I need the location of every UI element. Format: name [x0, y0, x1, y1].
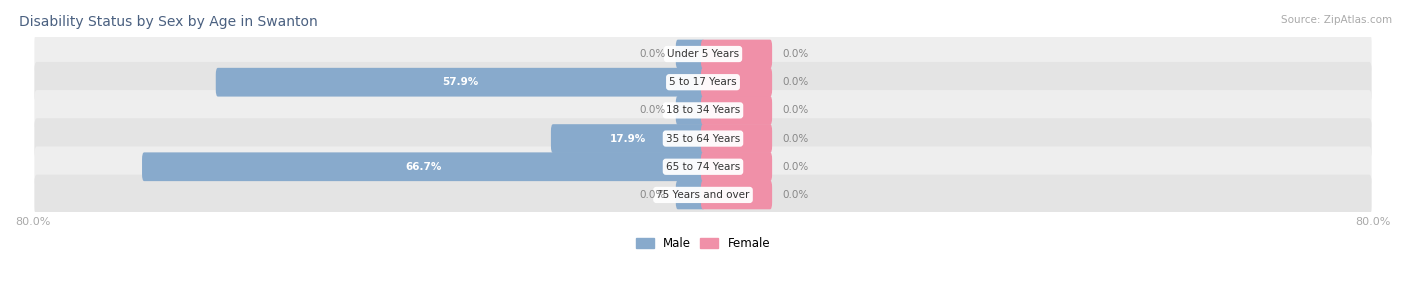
FancyBboxPatch shape — [34, 90, 1372, 131]
Text: 0.0%: 0.0% — [640, 190, 665, 200]
Text: 0.0%: 0.0% — [783, 106, 808, 115]
Text: 0.0%: 0.0% — [783, 77, 808, 87]
FancyBboxPatch shape — [34, 62, 1372, 102]
Text: 5 to 17 Years: 5 to 17 Years — [669, 77, 737, 87]
FancyBboxPatch shape — [34, 146, 1372, 187]
FancyBboxPatch shape — [702, 96, 772, 125]
FancyBboxPatch shape — [676, 40, 704, 68]
Text: 65 to 74 Years: 65 to 74 Years — [666, 162, 740, 172]
FancyBboxPatch shape — [702, 152, 772, 181]
FancyBboxPatch shape — [34, 175, 1372, 215]
FancyBboxPatch shape — [34, 118, 1372, 159]
FancyBboxPatch shape — [702, 40, 772, 68]
Text: 0.0%: 0.0% — [783, 49, 808, 59]
FancyBboxPatch shape — [702, 68, 772, 97]
Text: 0.0%: 0.0% — [783, 190, 808, 200]
Text: 0.0%: 0.0% — [640, 106, 665, 115]
FancyBboxPatch shape — [702, 124, 772, 153]
FancyBboxPatch shape — [142, 152, 704, 181]
Text: Under 5 Years: Under 5 Years — [666, 49, 740, 59]
Text: Disability Status by Sex by Age in Swanton: Disability Status by Sex by Age in Swant… — [20, 15, 318, 29]
Text: 66.7%: 66.7% — [405, 162, 441, 172]
Text: 0.0%: 0.0% — [783, 162, 808, 172]
Text: 0.0%: 0.0% — [640, 49, 665, 59]
Text: 57.9%: 57.9% — [443, 77, 478, 87]
Text: 75 Years and over: 75 Years and over — [657, 190, 749, 200]
FancyBboxPatch shape — [676, 96, 704, 125]
Text: 35 to 64 Years: 35 to 64 Years — [666, 134, 740, 144]
FancyBboxPatch shape — [34, 34, 1372, 74]
FancyBboxPatch shape — [215, 68, 704, 97]
FancyBboxPatch shape — [551, 124, 704, 153]
Text: 17.9%: 17.9% — [610, 134, 647, 144]
Legend: Male, Female: Male, Female — [631, 232, 775, 255]
FancyBboxPatch shape — [676, 181, 704, 209]
Text: 18 to 34 Years: 18 to 34 Years — [666, 106, 740, 115]
Text: Source: ZipAtlas.com: Source: ZipAtlas.com — [1281, 15, 1392, 25]
Text: 0.0%: 0.0% — [783, 134, 808, 144]
FancyBboxPatch shape — [702, 181, 772, 209]
